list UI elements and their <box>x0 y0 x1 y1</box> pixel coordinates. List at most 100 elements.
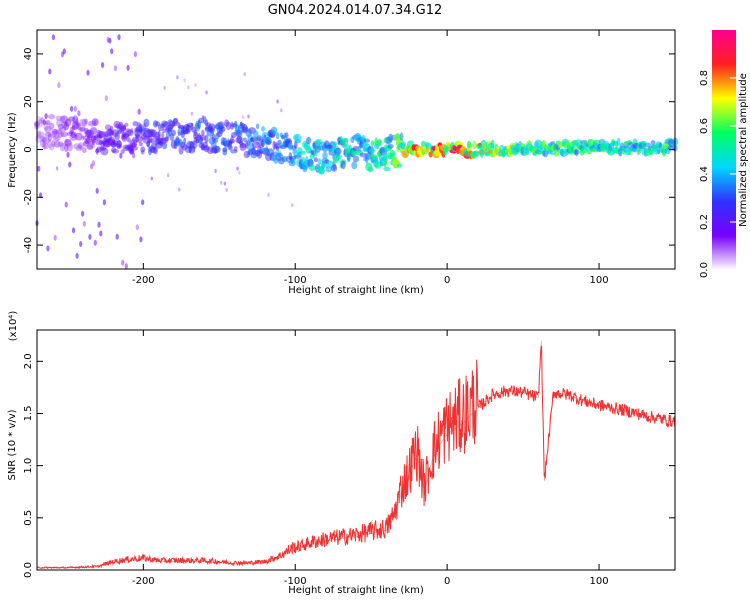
spectrogram-cell <box>167 173 170 178</box>
spectrogram-cell <box>117 34 121 41</box>
x-tick-label: 100 <box>590 275 609 286</box>
spectrogram-cell <box>190 140 198 149</box>
y-tick-label: 40 <box>23 48 34 61</box>
spectrogram-x-ticks: -200 -100 0 100 <box>132 30 609 286</box>
x-tick-label: -200 <box>132 275 155 286</box>
spectrogram-cell <box>53 128 57 138</box>
spectrogram-cell <box>91 160 96 167</box>
spectrogram-cell <box>100 141 105 150</box>
spectrogram-cell <box>120 149 125 154</box>
spectrogram-cell <box>94 148 100 153</box>
spectrogram-cell <box>40 135 45 142</box>
spectrogram-cell <box>53 140 61 148</box>
spectrogram-cell <box>650 140 656 146</box>
spectrogram-cell <box>238 170 241 175</box>
spectrogram-cell <box>369 148 376 154</box>
spectrogram-cell <box>225 187 228 192</box>
spectrogram-cell <box>330 141 338 147</box>
spectrogram-cell <box>188 141 196 146</box>
spectrogram-cell <box>66 151 70 158</box>
spectrogram-cell <box>490 139 495 149</box>
spectrogram-cell <box>233 146 238 152</box>
spectrogram-cell <box>38 118 44 128</box>
spectrogram-cell <box>383 166 391 172</box>
spectrogram-cell <box>116 140 122 149</box>
spectrogram-cell <box>132 121 139 127</box>
spectrogram-cell <box>77 110 81 117</box>
spectrogram-cell <box>99 146 107 152</box>
spectrogram-cell <box>87 120 96 127</box>
y-tick-label: 0.0 <box>23 562 34 578</box>
spectrogram-cell <box>132 152 136 159</box>
colorbar-tick-label: 0.4 <box>699 166 710 182</box>
spectrogram-cell <box>130 147 134 154</box>
spectrogram-cell <box>57 123 64 130</box>
spectrogram-cell <box>351 161 358 170</box>
spectrogram-cell <box>141 199 145 206</box>
spectrogram-cell <box>104 95 108 102</box>
spectrogram-cell <box>95 147 99 155</box>
spectrogram-cell <box>62 48 66 55</box>
spectrogram-cell <box>43 121 49 131</box>
spectrogram-cell <box>41 136 47 144</box>
spectrogram-cell <box>340 160 346 170</box>
spectrogram-cell <box>220 126 226 132</box>
spectrogram-cell <box>618 150 623 155</box>
spectrogram-cell <box>126 129 134 137</box>
spectrogram-cell <box>122 132 127 140</box>
spectrogram-cell <box>93 239 97 246</box>
spectrogram-cell <box>107 128 112 134</box>
spectrogram-cell <box>230 149 238 154</box>
spectrogram-cell <box>222 147 228 153</box>
spectrogram-cell <box>658 142 663 148</box>
spectrogram-cell <box>63 143 69 153</box>
spectrogram-cell <box>63 122 69 131</box>
spectrogram-cell <box>60 115 65 122</box>
spectrogram-cell <box>64 201 68 208</box>
y-tick-label: 0 <box>23 146 34 152</box>
spectrogram-cell <box>352 155 360 163</box>
spectrogram-cell <box>51 139 56 148</box>
spectrogram-cell <box>214 169 217 173</box>
spectrogram-cell <box>212 137 219 144</box>
x-tick-label: 100 <box>590 576 609 587</box>
spectrogram-cell <box>200 143 206 151</box>
spectrogram-cell <box>322 151 328 159</box>
spectrogram-cell <box>139 236 143 243</box>
spectrogram-cell <box>84 118 88 125</box>
spectrogram-cell <box>294 133 302 142</box>
spectrogram-cell <box>234 121 238 126</box>
spectrogram-cell <box>99 230 103 237</box>
spectrogram-cell <box>55 129 63 135</box>
spectrogram-cell <box>106 138 114 146</box>
x-tick-label: -100 <box>284 275 307 286</box>
colorbar-gradient <box>712 30 736 270</box>
spectrogram-cell <box>44 113 48 120</box>
spectrogram-cell <box>331 164 338 172</box>
spectrogram-cell <box>116 140 122 148</box>
spectrogram-cell <box>70 105 74 112</box>
spectrogram-cell <box>134 133 140 139</box>
spectrogram-cell <box>208 123 216 132</box>
spectrogram-cell <box>111 148 119 154</box>
spectrogram-cell <box>225 121 231 131</box>
spectrogram-cell <box>102 140 107 146</box>
spectrogram-cell <box>183 78 186 83</box>
spectrogram-cell <box>50 131 57 137</box>
spectrogram-cell <box>656 149 661 154</box>
spectrogram-cell <box>242 137 247 143</box>
spectrogram-cell <box>55 115 63 121</box>
spectrogram-cell <box>76 122 81 131</box>
spectrogram-cell <box>135 224 139 231</box>
spectrogram-cell <box>102 140 111 148</box>
spectrogram-cell <box>69 126 74 134</box>
spectrogram-cell <box>239 143 247 149</box>
spectrogram-cell <box>171 129 176 136</box>
spectrogram-cell <box>163 85 166 90</box>
spectrogram-cell <box>114 131 120 141</box>
spectrogram-cell <box>190 111 194 116</box>
spectrogram-cell <box>58 126 67 133</box>
spectrogram-cell <box>48 68 52 75</box>
spectrogram-cell <box>87 132 93 141</box>
spectrogram-cell <box>106 128 114 136</box>
